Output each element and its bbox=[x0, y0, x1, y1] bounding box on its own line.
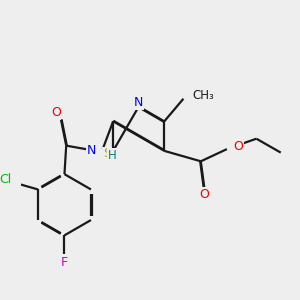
Text: N: N bbox=[134, 96, 143, 109]
Text: N: N bbox=[87, 144, 96, 158]
Text: S: S bbox=[103, 147, 111, 160]
Text: O: O bbox=[233, 140, 243, 153]
Text: O: O bbox=[51, 106, 61, 119]
Text: Cl: Cl bbox=[0, 173, 11, 186]
Text: H: H bbox=[108, 149, 117, 162]
Text: O: O bbox=[199, 188, 209, 201]
Text: F: F bbox=[61, 256, 68, 268]
Text: CH₃: CH₃ bbox=[192, 89, 214, 103]
